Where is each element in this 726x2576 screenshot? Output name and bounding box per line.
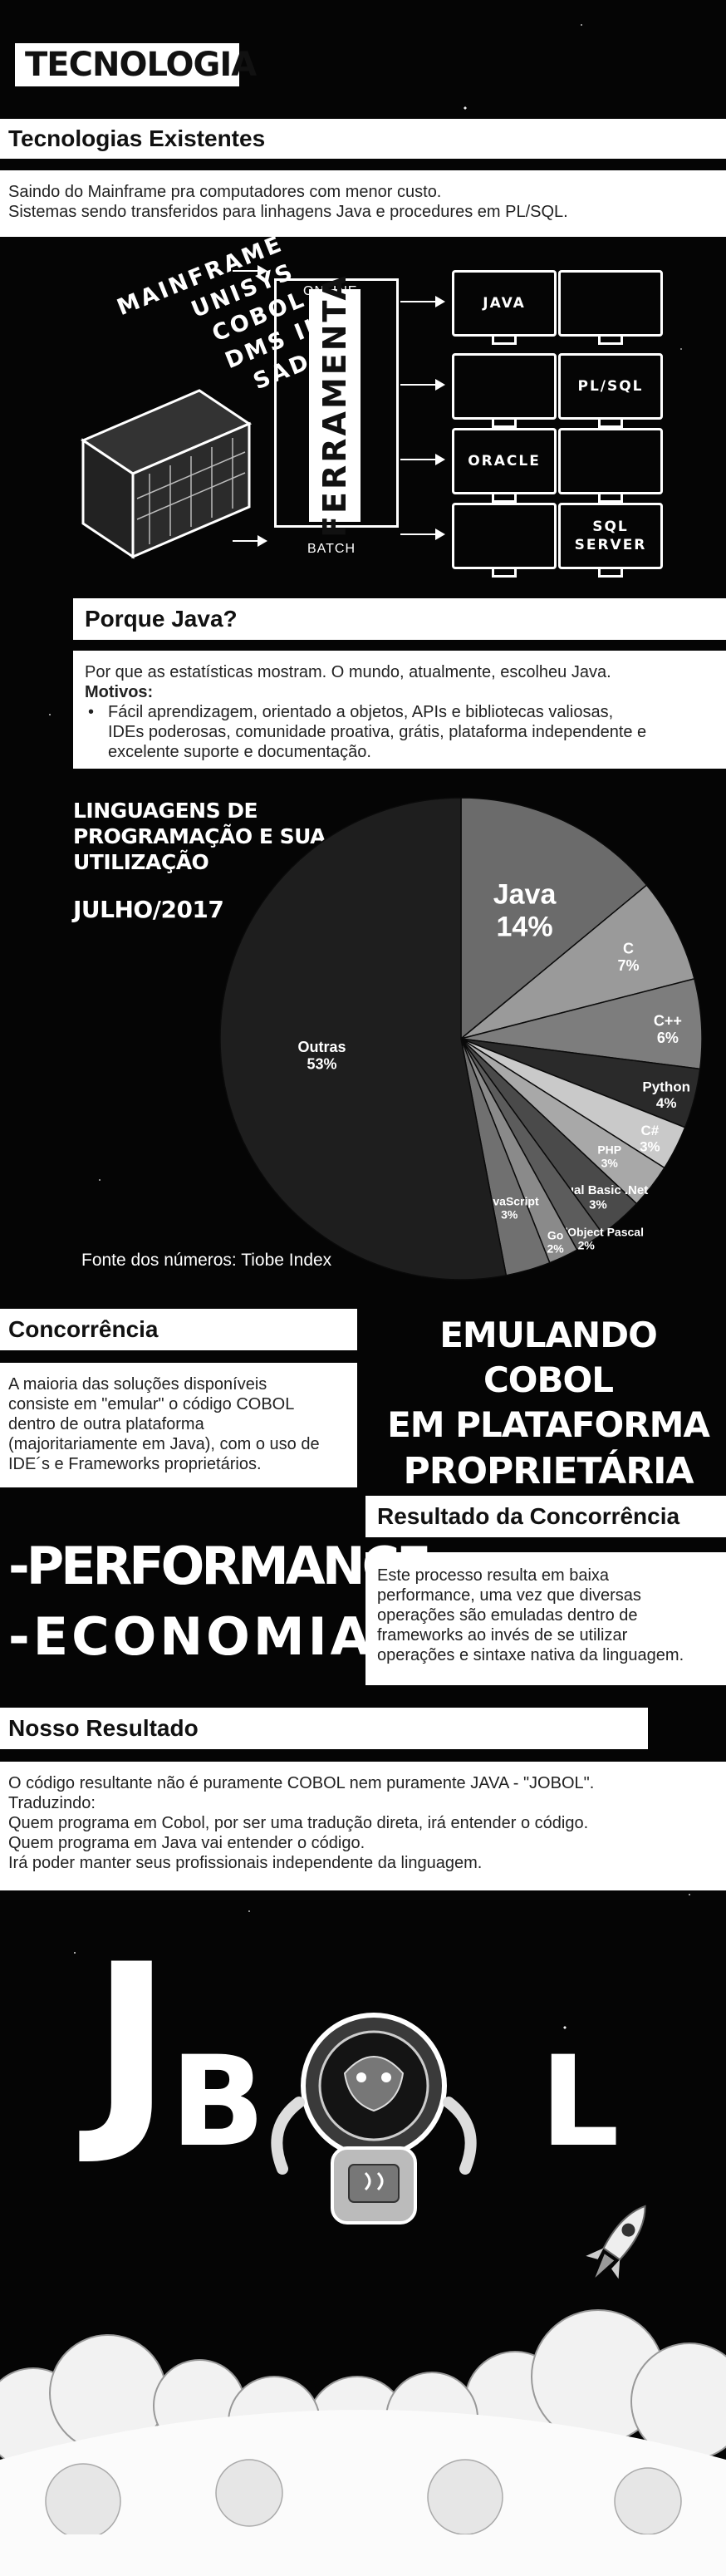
pie-value-label: 3%: [601, 1157, 619, 1170]
logo-letter-l: L: [540, 2030, 620, 2175]
pie-value-label: 14%: [497, 911, 553, 942]
pie-label: C: [623, 940, 634, 956]
section-text-porque-java: Por que as estatísticas mostram. O mundo…: [73, 651, 726, 769]
target-monitor: [558, 428, 663, 494]
tool-label-text: FERRAMENTA: [316, 273, 353, 538]
pie-slice-java: [460, 797, 648, 1040]
pie-label: Java: [493, 878, 557, 910]
logo-letter-j: J: [91, 1919, 172, 2170]
pie-value-label: 7%: [618, 957, 640, 974]
monitor-stand: [598, 494, 623, 503]
big-performance: -PERFORMANCE: [8, 1536, 431, 1596]
logo-letter-b: B: [170, 2030, 266, 2175]
section-heading-concorrencia: Concorrência: [0, 1309, 357, 1350]
reasons-label: Motivos:: [85, 683, 154, 701]
target-monitor-sqlserver: SQL SERVER: [558, 503, 663, 569]
target-monitor: [558, 270, 663, 337]
chart-title: LINGUAGENS DE PROGRAMAÇÃO E SUA UTILIZAÇ…: [73, 799, 326, 874]
target-monitor: [452, 503, 557, 569]
resultado-concorrencia-text: Este processo resulta em baixa performan…: [377, 1566, 684, 1664]
migration-diagram: MAINFRAME UNISYS COBOL DMS II SADS ONLIN…: [0, 231, 726, 590]
monitor-stand: [598, 569, 623, 578]
pie-value-label: 53%: [307, 1056, 337, 1073]
banner-line: PROPRIETÁRIA: [403, 1450, 694, 1492]
reason-item: • Fácil aprendizagem, orientado a objeto…: [85, 702, 648, 762]
clouds-illustration: [0, 2309, 726, 2576]
reason-text: Fácil aprendizagem, orientado a objetos,…: [108, 703, 647, 761]
pie-label: Go: [547, 1228, 563, 1241]
mainframe-server-icon: [80, 389, 253, 559]
pie-value-label: 4%: [656, 1095, 677, 1111]
monitor-stand: [492, 420, 517, 428]
target-monitor-plsql: PL/SQL: [558, 353, 663, 420]
arrow-sqlserver: [400, 528, 445, 540]
target-monitor: [452, 353, 557, 420]
banner-emulando: EMULANDO COBOL EM PLATAFORMA PROPRIETÁRI…: [378, 1313, 719, 1496]
monitor-stand: [598, 337, 623, 345]
bullet-icon: •: [88, 703, 95, 721]
section-heading-resultado-concorrencia: Resultado da Concorrência: [365, 1496, 726, 1537]
intro-text: Por que as estatísticas mostram. O mundo…: [85, 663, 611, 681]
section-heading-nosso-resultado: Nosso Resultado: [0, 1708, 648, 1749]
arrow-oracle: [400, 454, 445, 465]
banner-line: EM PLATAFORMA: [387, 1404, 710, 1445]
pie-value-label: 3%: [589, 1197, 607, 1212]
arrow-plsql: [400, 379, 445, 391]
text-line: Saindo do Mainframe pra computadores com…: [8, 183, 442, 201]
monitor-stand: [492, 337, 517, 345]
pie-label: Python: [642, 1079, 690, 1094]
section-text-tecnologias: Saindo do Mainframe pra computadores com…: [0, 170, 726, 237]
text-line: Irá poder manter seus profissionais inde…: [8, 1854, 483, 1872]
pie-value-label: 3%: [501, 1208, 518, 1222]
arrow-online-in: [233, 265, 267, 277]
section-heading-porque-java: Porque Java?: [73, 598, 726, 640]
monitor-stand: [598, 420, 623, 428]
target-monitor-oracle: ORACLE: [452, 428, 557, 494]
section-heading-tecnologias: Tecnologias Existentes: [0, 119, 726, 159]
chart-subtitle: JULHO/2017: [73, 896, 224, 923]
page-title: TECNOLOGIA: [15, 43, 257, 86]
pie-value-label: 2%: [578, 1239, 596, 1252]
astronaut-icon: [271, 2013, 477, 2225]
pie-label: C++: [654, 1012, 682, 1029]
text-line: Traduzindo:: [8, 1794, 96, 1812]
section-text-concorrencia: A maioria das soluções disponíveis consi…: [0, 1363, 357, 1487]
pie-value-label: 6%: [657, 1030, 679, 1046]
arrow-batch-in: [233, 535, 267, 547]
pie-label: PHP: [597, 1143, 621, 1157]
pie-value-label: 3%: [640, 1138, 660, 1154]
text-line: Quem programa em Cobol, por ser uma trad…: [8, 1814, 589, 1832]
monitor-stand: [492, 494, 517, 503]
pie-label: C#: [641, 1123, 660, 1138]
pie-label: JavaScript: [480, 1195, 539, 1208]
pie-value-label: 2%: [547, 1242, 564, 1256]
big-economia: -ECONOMIA: [8, 1606, 374, 1667]
concorrencia-text: A maioria das soluções disponíveis consi…: [8, 1375, 320, 1473]
pie-slice-c: [460, 884, 695, 1040]
tool-box: [274, 278, 399, 528]
target-monitor-java: JAVA: [452, 270, 557, 337]
banner-line: EMULANDO COBOL: [439, 1315, 658, 1400]
batch-label: BATCH: [307, 542, 356, 556]
rocket-icon: [586, 2205, 646, 2279]
pie-label: Outras: [298, 1039, 346, 1055]
monitor-stand: [492, 569, 517, 578]
section-text-nosso-resultado: O código resultante não é puramente COBO…: [0, 1762, 726, 1890]
pie-slice-outras: [219, 797, 508, 1281]
text-line: Quem programa em Java vai entender o cód…: [8, 1834, 365, 1852]
text-line: Sistemas sendo transferidos para linhage…: [8, 203, 568, 221]
text-line: O código resultante não é puramente COBO…: [8, 1774, 595, 1792]
chart-source: Fonte dos números: Tiobe Index: [81, 1251, 332, 1270]
tool-label: [309, 289, 361, 522]
section-text-resultado-concorrencia: Este processo resulta em baixa performan…: [365, 1552, 726, 1685]
arrow-java: [400, 296, 445, 307]
